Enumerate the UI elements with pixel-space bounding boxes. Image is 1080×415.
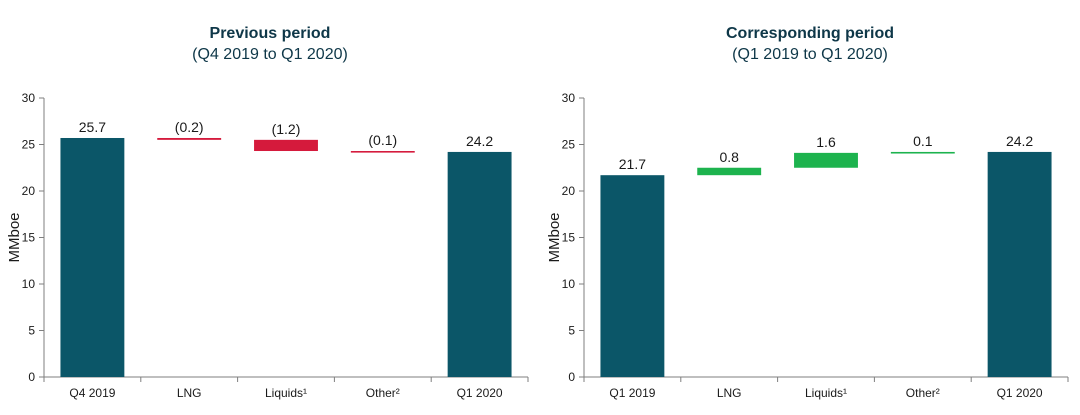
y-tick-label: 25 xyxy=(22,138,36,152)
x-tick-label: Q1 2019 xyxy=(609,386,655,400)
total-bar xyxy=(987,151,1052,377)
y-tick-label: 5 xyxy=(28,324,35,338)
delta-bar xyxy=(794,152,858,168)
x-tick-label: Liquids¹ xyxy=(265,386,307,400)
delta-bar xyxy=(157,137,222,140)
y-tick-label: 15 xyxy=(22,231,36,245)
y-tick-label: 15 xyxy=(562,231,576,245)
data-label: 0.8 xyxy=(719,149,739,165)
chart-svg: 0 5 10 15 20 25 30 MMboe 21.7 Q1 2019 0.8 LNG 1.6 Liq… xyxy=(546,91,1069,400)
y-tick-label: 20 xyxy=(22,184,36,198)
total-bar xyxy=(60,137,125,377)
delta-bar xyxy=(350,151,415,153)
chart-subtitle: (Q4 2019 to Q1 2020) xyxy=(192,46,348,63)
data-label: 0.1 xyxy=(913,133,933,149)
chart-title: Previous period xyxy=(209,25,331,42)
data-label: 24.2 xyxy=(1006,133,1033,149)
chart-panel-previous: Previous period (Q4 2019 to Q1 2020) 0 5 1… xyxy=(6,25,529,400)
x-tick-label: LNG xyxy=(717,386,742,400)
data-label: 25.7 xyxy=(79,119,106,135)
chart-title: Corresponding period xyxy=(726,25,894,42)
data-label: (1.2) xyxy=(272,121,301,137)
delta-bar xyxy=(697,167,762,176)
y-axis-label: MMboe xyxy=(6,212,23,262)
total-bar xyxy=(447,151,512,377)
data-label: 1.6 xyxy=(816,134,836,150)
x-tick-label: Q4 2019 xyxy=(69,386,115,400)
data-label: (0.1) xyxy=(368,132,397,148)
y-tick-label: 10 xyxy=(562,277,576,291)
chart-subtitle: (Q1 2019 to Q1 2020) xyxy=(732,46,888,63)
data-label: 21.7 xyxy=(619,156,646,172)
delta-bar xyxy=(890,151,955,154)
y-tick-label: 0 xyxy=(568,370,575,384)
x-tick-label: Other² xyxy=(906,386,940,400)
y-tick-label: 10 xyxy=(22,277,36,291)
x-tick-label: Q1 2020 xyxy=(997,386,1043,400)
total-bar xyxy=(600,175,665,377)
y-tick-label: 30 xyxy=(22,91,36,105)
y-tick-label: 30 xyxy=(562,91,576,105)
y-tick-label: 20 xyxy=(562,184,576,198)
y-axis-label: MMboe xyxy=(546,212,563,262)
delta-bar xyxy=(254,139,318,152)
chart-svg: 0 5 10 15 20 25 30 MMboe 25.7 Q4 2019 (0.2) LNG (1.2… xyxy=(6,91,529,400)
x-tick-label: Q1 2020 xyxy=(457,386,503,400)
chart-panel-corresponding: Corresponding period (Q1 2019 to Q1 2020… xyxy=(540,0,1080,415)
x-tick-label: Other² xyxy=(366,386,400,400)
x-tick-label: Liquids¹ xyxy=(805,386,847,400)
y-tick-label: 0 xyxy=(28,370,35,384)
data-label: 24.2 xyxy=(466,133,493,149)
y-tick-label: 25 xyxy=(562,138,576,152)
x-tick-label: LNG xyxy=(177,386,202,400)
y-tick-label: 5 xyxy=(568,324,575,338)
data-label: (0.2) xyxy=(175,119,204,135)
